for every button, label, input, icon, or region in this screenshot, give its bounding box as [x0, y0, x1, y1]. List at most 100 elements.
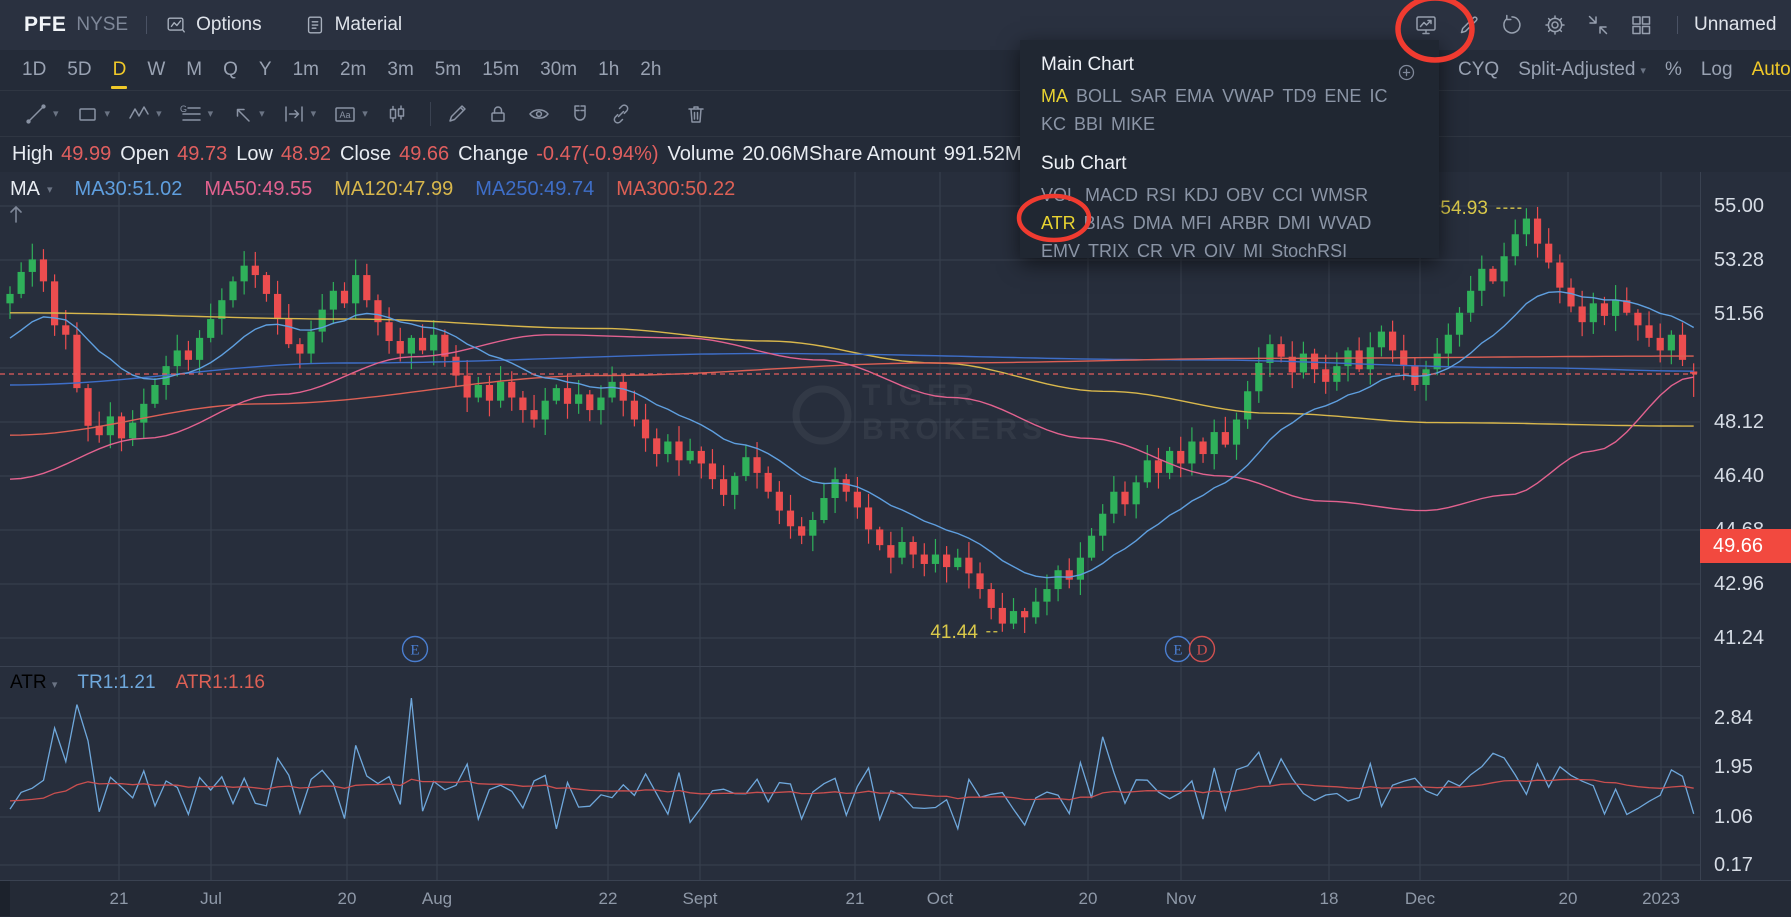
candlestick-series[interactable] — [6, 206, 1698, 634]
price-tick-label: 55.00 — [1714, 195, 1765, 217]
control-auto[interactable]: Auto — [1751, 59, 1791, 80]
menu-item-atr[interactable]: ATR — [1041, 213, 1076, 233]
menu-item-cr[interactable]: CR — [1137, 241, 1164, 261]
candle-pattern-tool-icon[interactable] — [385, 102, 409, 126]
timeframe-5d[interactable]: 5D — [67, 59, 92, 80]
cursor-arrow-tool-icon[interactable]: ▾ — [230, 102, 265, 126]
tab-material[interactable]: Material — [304, 14, 403, 36]
menu-item-rsi[interactable]: RSI — [1146, 185, 1177, 205]
circle-plus-icon[interactable] — [1396, 62, 1417, 83]
menu-item-vr[interactable]: VR — [1171, 241, 1197, 261]
menu-item-ema[interactable]: EMA — [1175, 86, 1215, 106]
time-tick-label: Sept — [682, 889, 718, 908]
scroll-up-arrow-icon[interactable] — [10, 205, 22, 223]
menu-item-obv[interactable]: OBV — [1226, 185, 1265, 205]
info-field-high: High 49.99 — [12, 143, 112, 165]
timeframe-5m[interactable]: 5m — [434, 59, 462, 80]
menu-item-sar[interactable]: SAR — [1130, 86, 1168, 106]
options-chart-icon — [165, 14, 187, 36]
time-tick-label: Jul — [200, 889, 222, 908]
control-cyq[interactable]: CYQ — [1458, 59, 1500, 80]
menu-item-vwap[interactable]: VWAP — [1222, 86, 1275, 106]
menu-item-kdj[interactable]: KDJ — [1184, 185, 1219, 205]
menu-item-bbi[interactable]: BBI — [1074, 114, 1104, 134]
eye-visibility-tool-icon[interactable] — [527, 102, 551, 126]
undo-arrow-icon[interactable] — [1499, 12, 1525, 38]
menu-item-kc[interactable]: KC — [1041, 114, 1067, 134]
price-axis[interactable]: 55.0053.2851.5648.1246.4044.6842.9641.24… — [1700, 172, 1791, 880]
atr-label[interactable]: ATR ▾ — [10, 672, 58, 693]
time-tick-label: 20 — [1078, 889, 1098, 908]
menu-item-oiv[interactable]: OIV — [1204, 241, 1236, 261]
control-split-adjusted[interactable]: Split-Adjusted ▾ — [1518, 59, 1646, 80]
info-field-share-amount: Share Amount 991.52M — [808, 143, 1022, 165]
menu-item-ene[interactable]: ENE — [1324, 86, 1362, 106]
svg-text:TIGER: TIGER — [862, 379, 979, 412]
time-tick-label: Dec — [1404, 889, 1436, 908]
timeframe-2m[interactable]: 2m — [339, 59, 367, 80]
timeframe-2h[interactable]: 2h — [640, 59, 662, 80]
menu-item-ic[interactable]: IC — [1369, 86, 1388, 106]
ma-value: MA30:51.02 — [74, 178, 183, 200]
text-label-tool-icon[interactable]: Aa ▾ — [333, 102, 368, 126]
timeframe-d[interactable]: D — [113, 50, 127, 90]
collapse-arrows-icon[interactable] — [1585, 12, 1611, 38]
tab-material-label: Material — [334, 14, 403, 35]
time-tick-label: Nov — [1165, 889, 1197, 908]
wave-pattern-tool-icon[interactable]: ▾ — [127, 102, 162, 126]
magnet-snap-tool-icon[interactable] — [568, 102, 592, 126]
timeframe-15m[interactable]: 15m — [482, 59, 520, 80]
timeframe-w[interactable]: W — [147, 59, 166, 80]
control-log[interactable]: Log — [1700, 59, 1733, 80]
menu-item-vol[interactable]: VOL — [1041, 185, 1078, 205]
menu-item-mi[interactable]: MI — [1243, 241, 1264, 261]
menu-item-mike[interactable]: MIKE — [1111, 114, 1156, 134]
menu-item-wmsr[interactable]: WMSR — [1311, 185, 1369, 205]
pencil-draw-tool-icon[interactable] — [445, 102, 469, 126]
atr-sub-chart[interactable] — [0, 666, 1700, 880]
lock-tool-icon[interactable] — [486, 102, 510, 126]
symbol-ticker[interactable]: PFE — [24, 13, 67, 36]
menu-item-wvad[interactable]: WVAD — [1318, 213, 1372, 233]
menu-item-stochrsi[interactable]: StochRSI — [1271, 241, 1348, 261]
edit-pencil-icon[interactable] — [1456, 12, 1482, 38]
menu-item-ma[interactable]: MA — [1041, 86, 1068, 106]
menu-item-emv[interactable]: EMV — [1041, 241, 1081, 261]
timeframe-m[interactable]: M — [186, 59, 203, 80]
trend-line-tool-icon[interactable]: ▾ — [24, 102, 59, 126]
timeframe-y[interactable]: Y — [258, 59, 272, 80]
tab-options[interactable]: Options — [165, 14, 262, 36]
settings-gear-icon[interactable] — [1542, 12, 1568, 38]
trash-tool-icon[interactable] — [684, 102, 708, 126]
link-chain-tool-icon[interactable] — [609, 102, 633, 126]
price-tick-label: 41.24 — [1714, 627, 1765, 649]
timeframe-1h[interactable]: 1h — [598, 59, 620, 80]
layout-grid-icon[interactable] — [1628, 12, 1654, 38]
shapes-tool-icon[interactable]: ▾ — [76, 102, 110, 126]
control--[interactable]: % — [1664, 59, 1682, 80]
layout-name[interactable]: Unnamed — [1694, 14, 1777, 35]
timeframe-30m[interactable]: 30m — [540, 59, 578, 80]
menu-item-cci[interactable]: CCI — [1272, 185, 1304, 205]
menu-item-arbr[interactable]: ARBR — [1219, 213, 1270, 233]
menu-item-macd[interactable]: MACD — [1085, 185, 1139, 205]
timeframe-1m[interactable]: 1m — [292, 59, 319, 80]
monitor-chart-icon[interactable] — [1413, 12, 1439, 38]
timeframe-3m[interactable]: 3m — [387, 59, 414, 80]
time-axis[interactable]: 21 Jul 20 Aug 22 Sept 21 Oct 20 Nov 18 Dec 20 2023 — [0, 880, 1791, 917]
menu-item-bias[interactable]: BIAS — [1083, 213, 1125, 233]
drawing-tools: ▾ ▾ ▾ G ▾ ▾ ▾ Aa ▾ — [24, 101, 725, 126]
measure-tool-icon[interactable]: ▾ — [282, 102, 316, 126]
menu-item-dma[interactable]: DMA — [1132, 213, 1173, 233]
menu-item-td9[interactable]: TD9 — [1282, 86, 1317, 106]
menu-item-boll[interactable]: BOLL — [1076, 86, 1123, 106]
menu-item-mfi[interactable]: MFI — [1180, 213, 1212, 233]
menu-item-dmi[interactable]: DMI — [1277, 213, 1311, 233]
menu-item-trix[interactable]: TRIX — [1088, 241, 1130, 261]
timeframe-1d[interactable]: 1D — [22, 59, 47, 80]
gann-lines-tool-icon[interactable]: G ▾ — [179, 102, 213, 126]
timeframe-q[interactable]: Q — [223, 59, 238, 80]
ma-label[interactable]: MA ▾ — [10, 178, 53, 200]
